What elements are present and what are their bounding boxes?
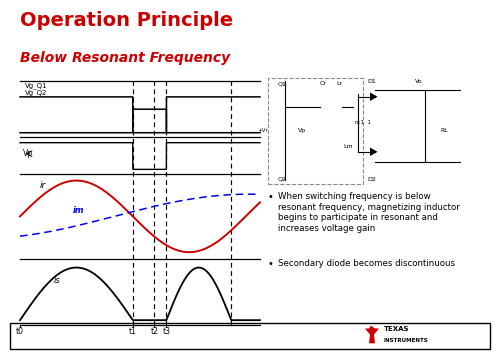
- Text: Vp: Vp: [22, 149, 32, 158]
- Text: Cr: Cr: [320, 81, 327, 86]
- Text: t0: t0: [16, 327, 24, 335]
- Text: Q1: Q1: [278, 81, 286, 86]
- Text: D1: D1: [368, 79, 376, 84]
- Text: Secondary diode becomes discontinuous: Secondary diode becomes discontinuous: [278, 259, 454, 268]
- Polygon shape: [370, 92, 378, 101]
- Text: INSTRUMENTS: INSTRUMENTS: [384, 338, 429, 343]
- Text: D2: D2: [368, 177, 376, 182]
- Bar: [10, 323, 490, 349]
- Text: •: •: [268, 259, 274, 269]
- Text: TEXAS: TEXAS: [384, 326, 409, 332]
- Text: t2: t2: [150, 327, 158, 335]
- Text: Vp: Vp: [298, 128, 306, 133]
- Text: Q2: Q2: [278, 177, 286, 182]
- Text: +Vr: +Vr: [258, 128, 268, 133]
- Text: Below Resonant Frequency: Below Resonant Frequency: [20, 51, 230, 65]
- Text: is: is: [54, 276, 60, 285]
- Text: When switching frequency is below
resonant frequency, magnetizing inductor
begin: When switching frequency is below resona…: [278, 192, 459, 233]
- Text: RL: RL: [440, 128, 448, 133]
- Text: Lr: Lr: [336, 81, 342, 86]
- Text: t3: t3: [162, 327, 170, 335]
- Text: Vg_Q1: Vg_Q1: [25, 82, 48, 89]
- Text: ir: ir: [39, 181, 46, 190]
- Polygon shape: [365, 325, 379, 343]
- Text: •: •: [268, 192, 274, 202]
- Text: n:1  1: n:1 1: [355, 120, 371, 125]
- Polygon shape: [370, 148, 378, 156]
- Text: im: im: [73, 205, 85, 215]
- Text: t1: t1: [129, 327, 136, 335]
- Text: Operation Principle: Operation Principle: [20, 11, 233, 30]
- Text: Vg_Q2: Vg_Q2: [25, 89, 48, 96]
- Text: Vo: Vo: [415, 79, 422, 84]
- Text: Lm: Lm: [344, 144, 353, 149]
